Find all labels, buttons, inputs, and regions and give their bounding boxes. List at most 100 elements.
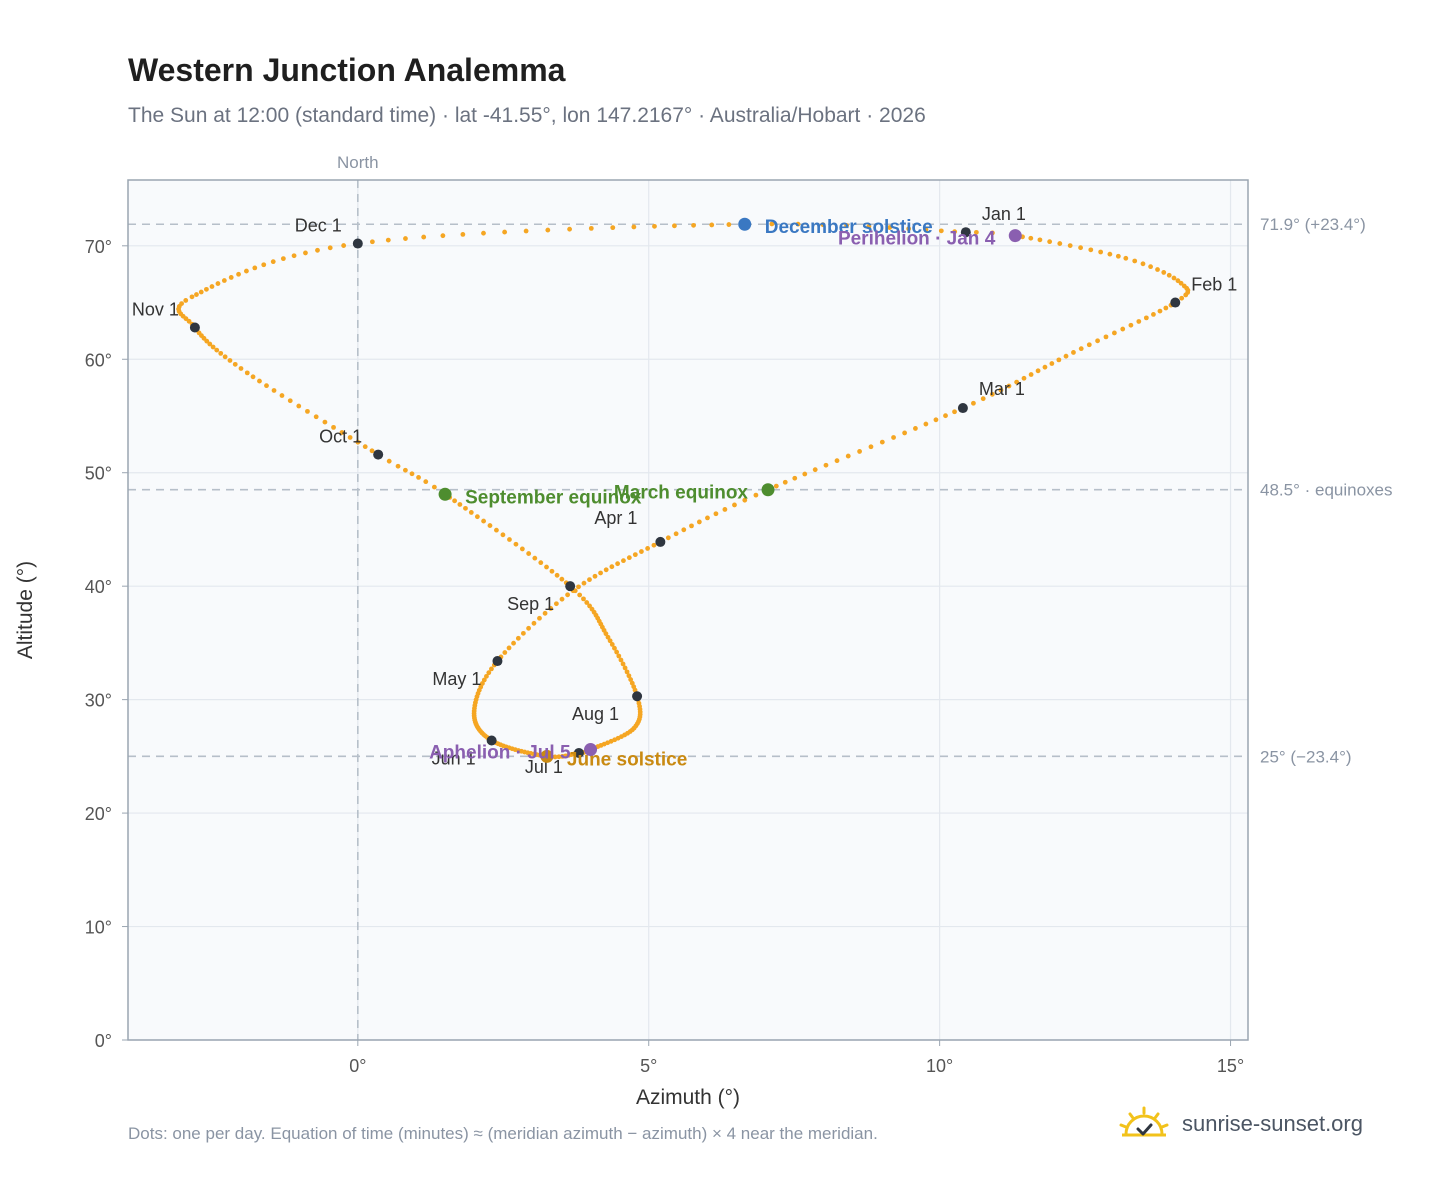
brand[interactable]: sunrise-sunset.org — [1118, 1102, 1363, 1146]
y-tick-label: 70° — [85, 237, 112, 257]
event-marker-label: September equinox — [465, 487, 642, 508]
daily-sun-dot — [952, 409, 957, 415]
daily-sun-dot — [1078, 346, 1084, 352]
daily-sun-dot — [244, 268, 249, 274]
daily-sun-dot — [474, 514, 480, 520]
daily-sun-dot — [610, 225, 616, 231]
x-tick-label: 10° — [926, 1056, 953, 1076]
daily-sun-dot — [209, 284, 215, 289]
daily-sun-dot — [532, 555, 538, 561]
daily-sun-dot — [214, 347, 220, 353]
plot-area — [128, 180, 1248, 1040]
daily-sun-dot — [1056, 357, 1062, 363]
daily-sun-dot — [287, 398, 293, 404]
daily-sun-dot — [639, 549, 644, 554]
daily-sun-dot — [291, 253, 297, 259]
sun-logo-icon — [1119, 1106, 1169, 1137]
daily-sun-dot — [868, 444, 874, 450]
daily-sun-dot — [913, 426, 918, 431]
month-marker-dot — [957, 403, 968, 414]
month-marker-dot — [1170, 297, 1181, 308]
daily-sun-dot — [315, 247, 320, 253]
daily-sun-dot — [572, 588, 578, 594]
month-marker-dot — [486, 735, 497, 746]
daily-sun-dot — [1120, 326, 1126, 332]
daily-sun-dot — [279, 393, 285, 398]
daily-sun-dot — [227, 358, 233, 363]
month-marker-label: Jan 1 — [982, 204, 1026, 224]
daily-sun-dot — [1028, 372, 1034, 377]
daily-sun-dot — [270, 259, 276, 265]
daily-sun-dot — [628, 677, 634, 682]
month-marker-dot — [352, 238, 363, 249]
daily-sun-dot — [696, 519, 702, 525]
daily-sun-dot — [280, 256, 286, 262]
daily-sun-dot — [624, 669, 630, 675]
y-tick-label: 50° — [85, 464, 112, 484]
daily-sun-dot — [431, 484, 437, 490]
daily-sun-dot — [705, 515, 710, 521]
daily-sun-dot — [1014, 379, 1020, 385]
month-marker-dot — [565, 581, 576, 592]
daily-sun-dot — [933, 417, 939, 423]
y-tick-label: 20° — [85, 804, 112, 824]
daily-sun-dot — [395, 463, 401, 469]
daily-sun-dot — [355, 439, 361, 445]
daily-sun-dot — [713, 511, 719, 517]
daily-sun-dot — [515, 635, 521, 641]
daily-sun-dot — [581, 580, 587, 586]
daily-sun-dot — [689, 523, 694, 529]
y-tick-label: 40° — [85, 577, 112, 597]
month-marker-label: Aug 1 — [572, 704, 619, 724]
daily-sun-dot — [313, 414, 319, 420]
daily-sun-dot — [732, 502, 737, 508]
daily-sun-dot — [189, 294, 195, 300]
daily-sun-dot — [500, 532, 506, 538]
daily-sun-dot — [526, 625, 532, 631]
event-marker-label: June solstice — [567, 749, 687, 770]
daily-sun-dot — [769, 221, 775, 227]
daily-sun-dot — [210, 344, 216, 350]
daily-sun-dot — [722, 507, 728, 512]
daily-sun-dot — [481, 677, 487, 683]
daily-sun-dot — [576, 584, 581, 590]
daily-sun-dot — [331, 424, 336, 430]
daily-sun-dot — [215, 281, 221, 286]
month-marker-label: Oct 1 — [319, 427, 362, 447]
daily-sun-dot — [1183, 292, 1189, 298]
y-tick-label: 0° — [95, 1031, 112, 1051]
daily-sun-dot — [1178, 280, 1184, 286]
daily-sun-dot — [218, 350, 224, 356]
daily-sun-dot — [857, 449, 862, 454]
chart-title: Western Junction Analemma — [128, 52, 566, 88]
daily-sun-dot — [672, 223, 677, 229]
daily-sun-dot — [542, 610, 548, 616]
event-marker-label: Perihelion · Jan 4 — [838, 229, 996, 250]
daily-sun-dot — [626, 555, 632, 561]
daily-sun-dot — [264, 383, 269, 389]
month-marker-label: Apr 1 — [594, 508, 637, 528]
event-marker-dot — [438, 487, 452, 501]
daily-sun-dot — [906, 226, 912, 232]
daily-sun-dot — [1047, 239, 1053, 245]
daily-sun-dot — [554, 572, 560, 578]
daily-sun-dot — [971, 400, 976, 406]
daily-sun-dot — [782, 479, 788, 485]
daily-sun-dot — [440, 233, 446, 239]
daily-sun-dot — [520, 630, 526, 636]
daily-sun-dot — [622, 665, 628, 671]
daily-sun-dot — [261, 262, 267, 268]
month-marker-dot — [373, 449, 384, 460]
daily-sun-dot — [1071, 350, 1076, 355]
daily-sun-dot — [938, 228, 944, 234]
daily-sun-dot — [620, 661, 626, 667]
daily-sun-dot — [632, 552, 638, 558]
daily-sun-dot — [553, 601, 559, 607]
daily-sun-dot — [691, 222, 696, 228]
daily-sun-dot — [621, 558, 626, 564]
daily-sun-dot — [577, 592, 583, 598]
daily-sun-dot — [238, 366, 244, 371]
footnote: Dots: one per day. Equation of time (min… — [128, 1124, 878, 1143]
daily-sun-dot — [1163, 305, 1169, 311]
